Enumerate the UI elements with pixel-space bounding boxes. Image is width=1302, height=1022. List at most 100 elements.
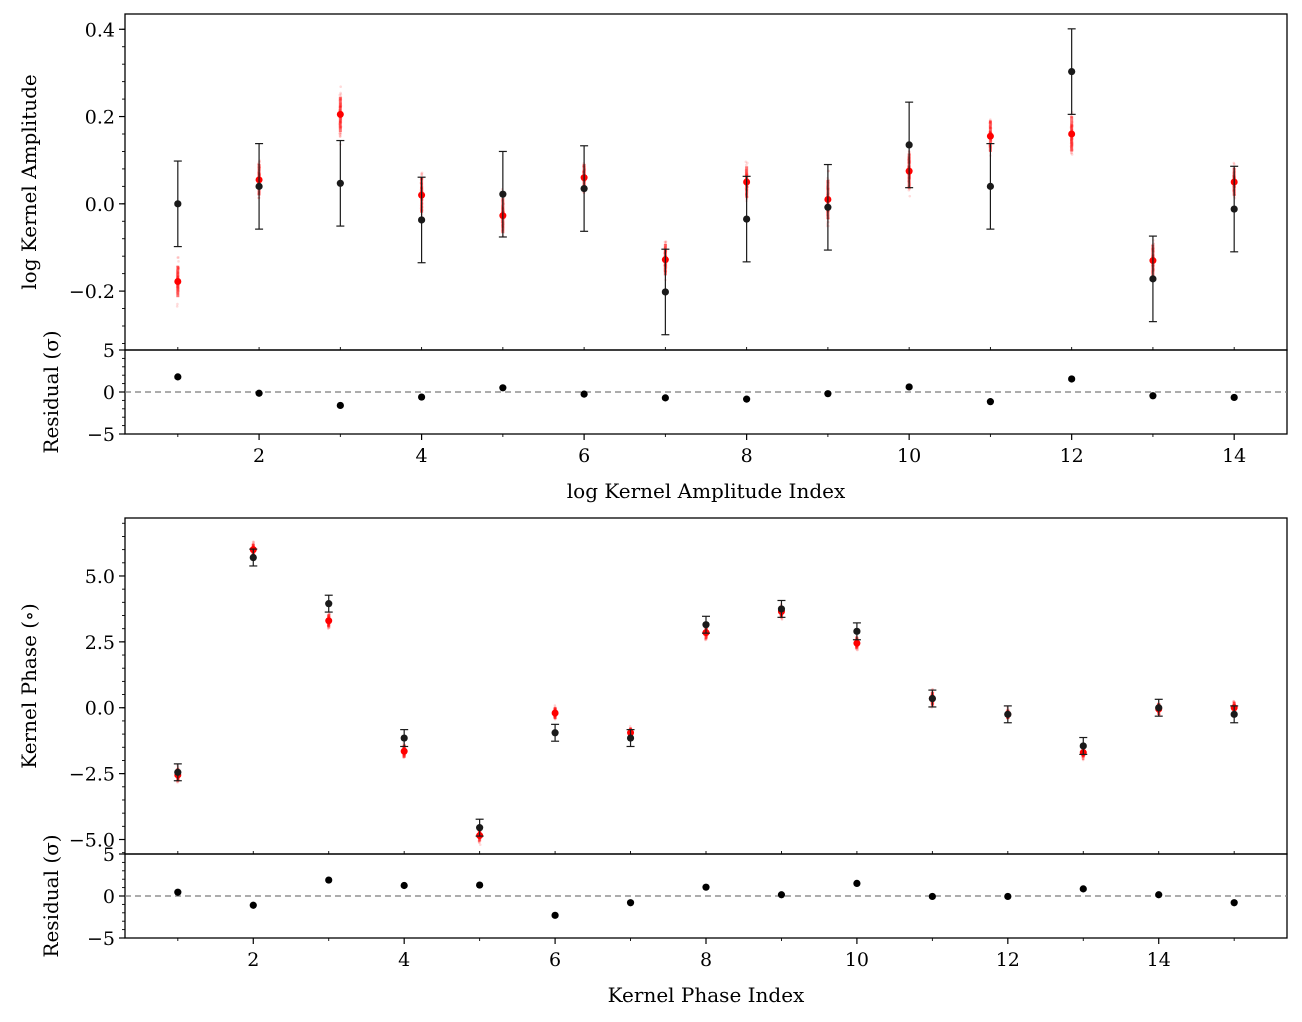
residual-point xyxy=(1230,393,1238,402)
model-sample-point xyxy=(338,93,341,97)
observed-point xyxy=(1079,742,1087,750)
y-tick-label: 2.5 xyxy=(85,632,115,654)
model-sample-point xyxy=(251,540,255,544)
residual-point xyxy=(255,389,263,397)
residual-point xyxy=(1068,375,1076,383)
model-point xyxy=(986,132,994,140)
residual-point xyxy=(325,876,333,884)
residual-point xyxy=(743,395,751,403)
model-sample-point xyxy=(252,540,255,544)
y-tick-label: −2.5 xyxy=(69,764,115,786)
residual-y-axis-label: Residual (σ) xyxy=(39,330,63,453)
model-sample-point xyxy=(420,171,424,175)
model-sample-point xyxy=(338,131,342,135)
x-tick-label: 10 xyxy=(845,949,869,971)
residual-point xyxy=(580,390,588,398)
x-tick-label: 10 xyxy=(897,445,921,467)
residual-point xyxy=(551,911,559,919)
model-sample-point xyxy=(338,135,342,138)
y-tick-label: 5.0 xyxy=(85,566,115,588)
y-tick-label: 0.2 xyxy=(85,107,115,129)
x-axis-label: log Kernel Amplitude Index xyxy=(567,479,846,503)
residual-point xyxy=(336,401,344,410)
model-sample-point xyxy=(664,240,668,243)
residual-point xyxy=(928,892,936,901)
model-sample-point xyxy=(339,93,343,96)
model-sample-point xyxy=(1069,151,1073,155)
model-sample-point xyxy=(907,188,911,192)
observed-point xyxy=(702,621,710,629)
model-sample-point xyxy=(908,194,912,198)
residual-point xyxy=(1004,892,1012,901)
model-point xyxy=(325,617,333,625)
model-sample-point xyxy=(704,638,707,642)
residual-point xyxy=(476,881,484,889)
model-sample-point xyxy=(553,704,557,707)
residual-point xyxy=(417,393,426,401)
model-sample-point xyxy=(1232,162,1236,166)
model-sample-point xyxy=(1070,151,1073,155)
observed-point xyxy=(626,734,635,742)
model-point xyxy=(551,709,559,717)
model-point xyxy=(853,639,861,647)
x-tick-label: 14 xyxy=(1222,445,1246,467)
y-tick-label: 0.0 xyxy=(85,194,115,216)
observed-point xyxy=(905,141,913,149)
observed-point xyxy=(255,182,263,190)
x-tick-label: 4 xyxy=(398,949,410,971)
residual-point xyxy=(400,881,408,890)
model-sample-point xyxy=(339,131,342,135)
observed-point xyxy=(499,190,507,198)
observed-point xyxy=(1230,710,1238,718)
residual-point xyxy=(1155,891,1163,899)
y-tick-label: 0.0 xyxy=(85,698,115,720)
residual-point xyxy=(249,901,257,909)
observed-point xyxy=(986,182,995,190)
residual-y-tick-label: 5 xyxy=(103,844,115,866)
observed-point xyxy=(336,179,344,187)
model-sample-point xyxy=(327,612,331,615)
main-axes-frame xyxy=(124,517,1288,855)
residual-point xyxy=(174,373,182,381)
model-point xyxy=(1068,130,1076,138)
residual-point xyxy=(702,883,710,891)
x-tick-label: 12 xyxy=(1060,445,1084,467)
model-sample-point xyxy=(339,91,342,95)
residual-y-axis-label: Residual (σ) xyxy=(39,834,63,957)
residual-y-tick-label: 5 xyxy=(103,340,115,362)
observed-point xyxy=(853,627,861,635)
model-sample-point xyxy=(628,725,632,728)
model-sample-point xyxy=(1081,757,1085,761)
residual-point xyxy=(853,879,861,888)
x-tick-label: 8 xyxy=(700,949,712,971)
model-sample-point xyxy=(339,132,343,136)
y-tick-label: −0.2 xyxy=(69,281,115,303)
residual-point xyxy=(1079,885,1087,893)
residual-point xyxy=(626,899,635,907)
observed-point xyxy=(1230,205,1238,213)
x-tick-label: 8 xyxy=(741,445,753,467)
observed-point xyxy=(551,729,559,737)
model-sample-point xyxy=(339,85,342,89)
residual-y-tick-label: 0 xyxy=(103,382,115,404)
model-sample-point xyxy=(177,256,180,259)
residual-point xyxy=(661,394,669,402)
y-tick-label: −5.0 xyxy=(69,830,115,852)
observed-point xyxy=(928,694,936,703)
observed-point xyxy=(400,734,408,742)
model-sample-point xyxy=(339,135,342,138)
model-sample-point xyxy=(478,841,481,844)
model-sample-point xyxy=(1081,757,1085,761)
model-sample-point xyxy=(176,302,179,306)
chart-panel-log-kernel-amplitude: −0.2 0.0 0.2 0.4 log Kernel Amplitude −5 0 5 Res… xyxy=(17,13,1288,503)
x-tick-label: 2 xyxy=(253,445,265,467)
observed-point xyxy=(777,605,786,613)
model-point xyxy=(336,110,344,118)
model-sample-point xyxy=(663,240,667,244)
residual-point xyxy=(174,888,182,896)
observed-point xyxy=(476,824,484,832)
model-sample-point xyxy=(420,173,424,176)
residual-point xyxy=(824,390,832,398)
model-sample-point xyxy=(338,132,341,135)
model-sample-point xyxy=(1232,161,1236,165)
